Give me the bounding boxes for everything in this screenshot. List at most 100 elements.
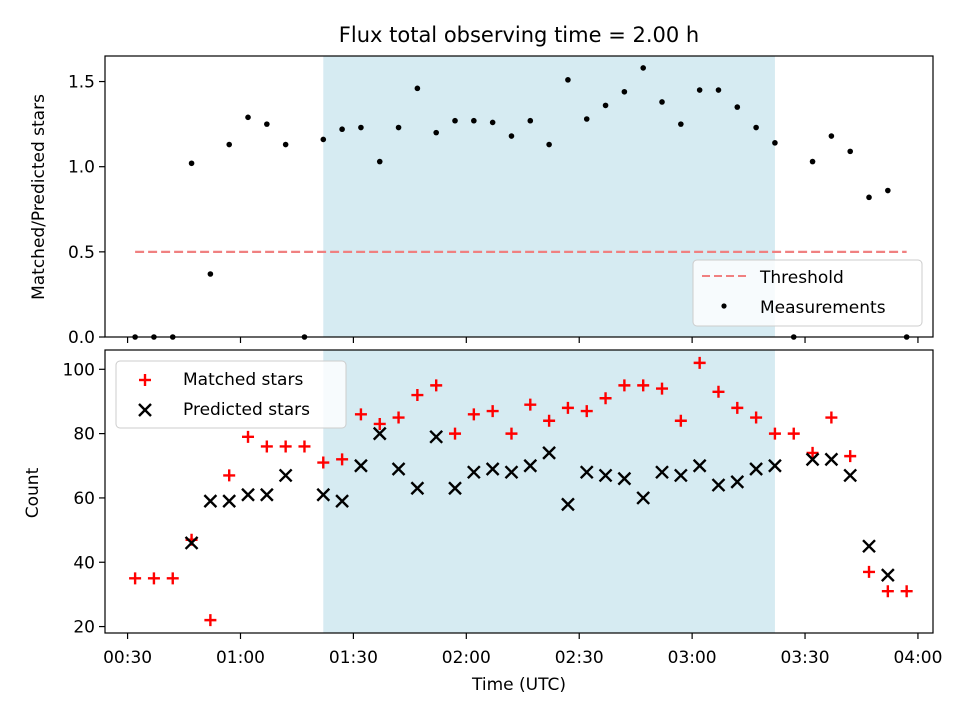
matched-star-point — [129, 572, 142, 585]
x-tick-label: 01:30 — [329, 648, 378, 668]
predicted-star-point — [655, 465, 669, 480]
matched-star-point — [354, 408, 367, 421]
matched-star-point — [637, 379, 650, 392]
measurement-point — [508, 133, 515, 139]
measurement-point — [414, 85, 421, 92]
matched-star-point — [712, 385, 725, 398]
x-tick-label: 02:30 — [555, 648, 604, 668]
predicted-star-point — [843, 468, 858, 483]
matched-star-point — [825, 411, 838, 424]
observing-window-span — [323, 350, 775, 633]
measurement-point — [358, 124, 364, 131]
matched-star-point — [298, 440, 311, 453]
matched-star-point — [580, 405, 593, 418]
legend-box — [115, 360, 347, 429]
measurement-point — [546, 141, 552, 148]
predicted-star-point — [673, 468, 688, 483]
matched-star-point — [336, 453, 349, 466]
ratio-panel: 0.0 0.5 1.0 1.5 Matched/Predicted stars Thr… — [29, 55, 934, 348]
matched-star-point — [674, 414, 687, 427]
predicted-star-point — [542, 446, 556, 460]
predicted-star-point — [316, 487, 331, 502]
predicted-star-point — [617, 471, 632, 486]
predicted-star-point — [523, 458, 538, 473]
matched-star-point — [599, 392, 612, 405]
ratio-panel-x-ticks — [126, 337, 919, 343]
measurement-point — [264, 121, 270, 127]
matched-star-point — [223, 469, 236, 482]
predicted-star-point — [448, 481, 462, 496]
legend-measurements-swatch — [721, 303, 727, 309]
predicted-star-point — [354, 458, 368, 473]
predicted-star-point — [768, 458, 782, 473]
predicted-star-point — [636, 491, 651, 505]
predicted-star-point — [579, 465, 594, 480]
matched-star-point — [543, 414, 556, 427]
predicted-star-point — [203, 494, 218, 508]
x-tick-label: 01:00 — [216, 648, 265, 668]
count-panel-y-tick-label: 100 — [63, 360, 95, 380]
predicted-star-point — [711, 478, 726, 492]
ratio-panel-y-axis-label: Matched/Predicted stars — [29, 94, 49, 300]
matched-star-point — [411, 389, 424, 402]
predicted-star-point — [805, 452, 820, 467]
predicted-star-point — [335, 494, 349, 508]
measurement-point — [885, 187, 891, 194]
matched-star-point — [260, 440, 273, 453]
count-panel-legend: Matched stars Predicted stars — [115, 360, 347, 429]
ratio-panel-y-ticks: 0.0 0.5 1.0 1.5 — [68, 73, 105, 348]
measurement-point — [245, 114, 251, 121]
count-panel-x-ticks: 00:30 01:00 01:30 02:00 02:30 03:00 03:30 04:00 — [103, 633, 942, 668]
predicted-star-point — [504, 465, 519, 480]
count-panel-y-tick-label: 40 — [73, 553, 95, 573]
predicted-star-point — [391, 462, 406, 476]
measurement-point — [809, 158, 816, 165]
measurement-point — [395, 124, 402, 131]
matched-star-point — [844, 450, 857, 463]
predicted-star-point — [278, 468, 293, 483]
measurement-point — [565, 77, 571, 83]
predicted-star-point — [561, 497, 575, 512]
measurement-point — [847, 148, 853, 155]
figure-title: Flux total observing time = 2.00 h — [339, 23, 699, 47]
ratio-panel-y-tick-label: 1.5 — [68, 73, 95, 93]
matched-star-point — [486, 405, 499, 418]
matched-star-point — [279, 440, 292, 453]
predicted-star-point — [862, 539, 876, 554]
ratio-panel-y-tick-label: 1.0 — [68, 158, 95, 178]
measurement-point — [376, 158, 383, 165]
matched-star-point — [467, 408, 480, 421]
count-panel-frame — [104, 349, 934, 634]
matched-star-point — [750, 411, 763, 424]
predicted-star-point — [410, 481, 425, 496]
count-panel: 20 40 60 80 100 00:30 01:00 01:30 02:00 02:30 03:… — [23, 349, 942, 695]
measurement-point — [226, 141, 232, 148]
measurement-point — [621, 88, 628, 95]
predicted-star-point — [241, 487, 255, 502]
matched-star-point — [166, 572, 179, 585]
matched-star-point — [881, 585, 894, 598]
predicted-star-point — [692, 458, 707, 473]
measurement-point — [471, 117, 477, 124]
ratio-panel-y-tick-label: 0.5 — [68, 243, 95, 263]
measurement-point — [452, 117, 458, 124]
count-panel-y-tick-label: 20 — [73, 618, 95, 638]
x-tick-label: 03:00 — [668, 648, 717, 668]
measurement-point — [527, 117, 534, 124]
x-axis-label: Time (UTC) — [471, 675, 566, 695]
matched-star-point — [806, 446, 819, 459]
matched-star-point — [787, 427, 800, 440]
matched-star-point — [505, 427, 518, 440]
predicted-star-point — [485, 462, 500, 476]
measurement-point — [696, 87, 703, 93]
measurement-point — [188, 160, 195, 167]
predicted-star-point — [222, 494, 237, 508]
measurement-point — [772, 140, 778, 146]
predicted-star-point — [598, 468, 613, 483]
ratio-panel-legend: Threshold Measurements — [692, 259, 923, 327]
matched-star-point — [392, 411, 405, 424]
ratio-panel-frame — [104, 55, 934, 338]
measurement-point — [207, 271, 214, 277]
